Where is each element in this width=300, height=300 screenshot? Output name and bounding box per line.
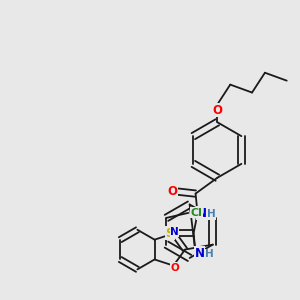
Text: N: N: [194, 247, 205, 260]
Text: O: O: [168, 185, 178, 198]
Text: S: S: [166, 227, 174, 240]
Text: O: O: [170, 262, 179, 273]
Text: H: H: [207, 209, 216, 219]
Text: N: N: [170, 226, 179, 237]
Text: Cl: Cl: [190, 208, 202, 218]
Text: H: H: [205, 249, 214, 259]
Text: N: N: [196, 207, 206, 220]
Text: O: O: [212, 104, 222, 117]
